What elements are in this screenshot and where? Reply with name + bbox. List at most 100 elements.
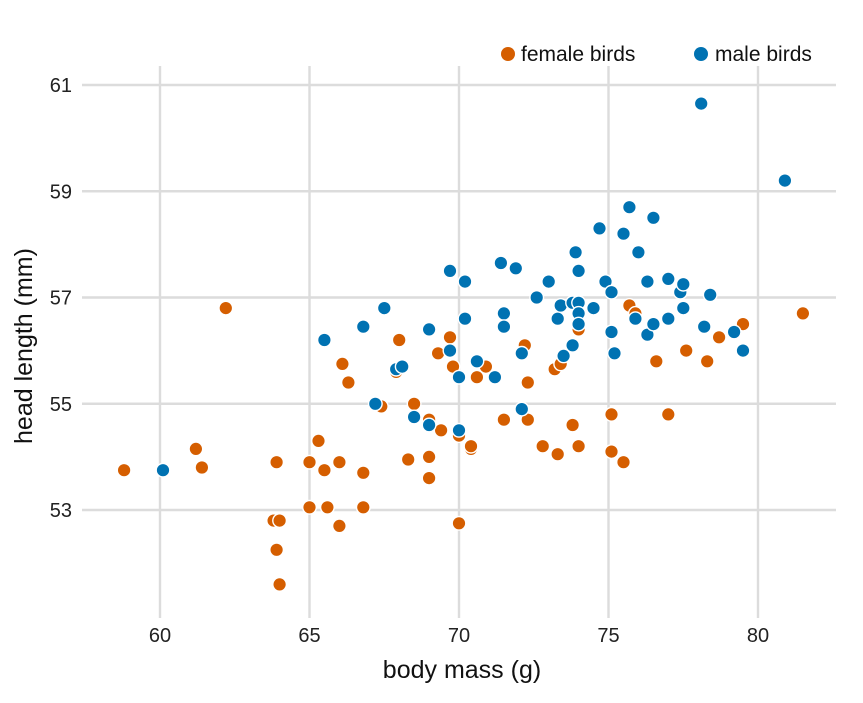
y-tick-label: 59 — [50, 181, 72, 203]
grid-layer — [82, 66, 836, 618]
female-bird-point — [316, 462, 332, 478]
male-bird-point — [550, 311, 566, 327]
female-bird-point — [218, 300, 234, 316]
female-bird-point — [302, 454, 318, 470]
male-bird-point — [586, 300, 602, 316]
y-axis-title: head length (mm) — [10, 248, 38, 444]
male-bird-point — [394, 359, 410, 375]
female-bird-point — [520, 375, 536, 391]
female-bird-point — [406, 396, 422, 412]
female-bird-point — [604, 406, 620, 422]
male-bird-point — [376, 300, 392, 316]
female-bird-point — [616, 454, 632, 470]
male-bird-point — [568, 244, 584, 260]
female-bird-point — [400, 452, 416, 468]
female-bird-point — [678, 343, 694, 359]
female-bird-point — [571, 438, 587, 454]
male-bird-point — [696, 319, 712, 335]
female-bird-point — [355, 499, 371, 515]
female-bird-point — [355, 465, 371, 481]
female-bird-point — [311, 433, 327, 449]
male-bird-point — [406, 409, 422, 425]
female-bird-point — [648, 353, 664, 369]
female-bird-point — [535, 438, 551, 454]
ticks-layer: 60 65 70 75 80 53 55 57 59 61 — [50, 75, 769, 647]
female-bird-point — [331, 454, 347, 470]
female-bird-point — [565, 417, 581, 433]
male-bird-point — [627, 311, 643, 327]
female-bird-point — [442, 329, 458, 345]
x-tick-label: 60 — [149, 625, 171, 647]
male-bird-point — [442, 263, 458, 279]
male-bird-point — [604, 284, 620, 300]
male-bird-point — [514, 345, 530, 361]
male-bird-point — [155, 462, 171, 478]
y-tick-label: 57 — [50, 288, 72, 310]
female-bird-point — [269, 542, 285, 558]
male-bird-point — [367, 396, 383, 412]
female-bird-point — [421, 470, 437, 486]
male-bird-point — [621, 199, 637, 215]
male-bird-point — [675, 300, 691, 316]
y-tick-label: 53 — [50, 500, 72, 522]
male-bird-point — [496, 305, 512, 321]
female-bird-point — [604, 444, 620, 460]
legend-marker-male — [694, 47, 708, 61]
male-bird-point — [660, 311, 676, 327]
female-bird-point — [331, 518, 347, 534]
male-bird-point — [735, 343, 751, 359]
y-tick-label: 55 — [50, 394, 72, 416]
x-tick-label: 75 — [597, 625, 619, 647]
legend-label-male: male birds — [715, 43, 812, 66]
male-bird-point — [421, 321, 437, 337]
male-bird-point — [630, 244, 646, 260]
legend-marker-female — [501, 47, 515, 61]
female-bird-point — [451, 515, 467, 531]
male-bird-point — [675, 276, 691, 292]
female-bird-point — [319, 499, 335, 515]
male-bird-point — [565, 337, 581, 353]
y-tick-label: 61 — [50, 75, 72, 97]
female-bird-point — [421, 449, 437, 465]
male-bird-point — [451, 422, 467, 438]
male-bird-point — [493, 255, 509, 271]
male-bird-point — [529, 290, 545, 306]
male-bird-point — [541, 274, 557, 290]
male-bird-point — [726, 324, 742, 340]
male-bird-point — [508, 260, 524, 276]
female-bird-point — [463, 438, 479, 454]
female-bird-point — [795, 305, 811, 321]
x-axis-title: body mass (g) — [383, 656, 541, 684]
male-bird-point — [496, 319, 512, 335]
legend-item-female[interactable]: female birds — [501, 43, 635, 66]
legend: female birds male birds — [501, 43, 812, 66]
male-bird-point — [645, 316, 661, 332]
male-bird-point — [571, 316, 587, 332]
male-bird-point — [660, 271, 676, 287]
male-bird-point — [693, 96, 709, 112]
female-bird-point — [194, 460, 210, 476]
legend-item-male[interactable]: male birds — [694, 43, 812, 66]
male-bird-point — [604, 324, 620, 340]
legend-label-female: female birds — [521, 43, 635, 66]
male-bird-point — [702, 287, 718, 303]
female-bird-point — [469, 369, 485, 385]
male-bird-point — [451, 369, 467, 385]
female-bird-point — [550, 446, 566, 462]
male-bird-point — [616, 226, 632, 242]
male-bird-point — [607, 345, 623, 361]
male-bird-point — [645, 210, 661, 226]
female-bird-point — [711, 329, 727, 345]
x-tick-label: 80 — [747, 625, 769, 647]
female-bird-point — [269, 454, 285, 470]
male-bird-point — [442, 343, 458, 359]
female-bird-point — [188, 441, 204, 457]
points-layer — [116, 96, 811, 592]
female-bird-point — [496, 412, 512, 428]
female-bird-point — [660, 406, 676, 422]
x-tick-label: 70 — [448, 625, 470, 647]
male-bird-point — [316, 332, 332, 348]
female-bird-point — [116, 462, 132, 478]
male-bird-point — [639, 274, 655, 290]
